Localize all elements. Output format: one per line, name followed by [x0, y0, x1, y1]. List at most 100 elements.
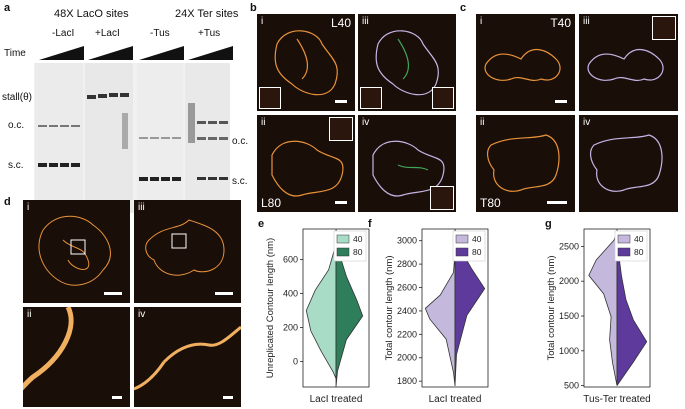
- legend-label-e: 40: [353, 234, 363, 244]
- y-tick-label-f: 1800: [397, 376, 417, 386]
- panel-e-label: e: [258, 218, 265, 230]
- inset-b-iii: [360, 87, 382, 109]
- plus-lacI-label: +LacI: [95, 28, 120, 39]
- y-tick-label-f: 3000: [397, 236, 417, 246]
- legend-label-e: 80: [353, 247, 363, 257]
- legend-label-g: 40: [634, 234, 644, 244]
- scale-bar: [112, 396, 122, 399]
- y-axis-label-g: Total contour length (nm): [546, 255, 557, 360]
- y-tick-label-g: 2500: [559, 241, 579, 251]
- panel-f-label: f: [368, 218, 372, 230]
- sub-label-b-iii: iii: [362, 16, 369, 27]
- inset-c-iii: [652, 16, 676, 40]
- panel-a-label: a: [4, 2, 11, 14]
- x-axis-label-f: LacI treated: [429, 394, 482, 405]
- scale-bar: [335, 100, 347, 103]
- legend-swatch-g: [617, 247, 631, 257]
- x-axis-label-e: LacI treated: [310, 394, 363, 405]
- y-tick-label-f: 2600: [397, 283, 417, 293]
- afm-b-iv: iv: [358, 115, 456, 212]
- scale-bar: [215, 292, 233, 295]
- time-wedges: [39, 46, 233, 60]
- sub-label-c-i: i: [480, 16, 483, 27]
- legend-label-g: 80: [634, 247, 644, 257]
- legend-swatch-e: [336, 234, 350, 244]
- scale-bar: [547, 201, 567, 204]
- x-axis-label-g: Tus-Ter treated: [583, 394, 650, 405]
- legend-label-f: 40: [472, 234, 482, 244]
- sub-label-c-iii: iii: [583, 16, 590, 27]
- sub-label-c-ii: ii: [480, 117, 485, 128]
- y-tick-label-f: 2800: [397, 259, 417, 269]
- afm-d-ii: ii: [23, 307, 130, 407]
- afm-d-iii: iii: [134, 200, 241, 303]
- legend-swatch-f: [455, 247, 469, 257]
- y-axis-label-e: Unreplicated Contour length (nm): [265, 238, 276, 378]
- ter-header: 24X Ter sites: [175, 8, 239, 20]
- y-tick-label-e: 200: [283, 323, 298, 333]
- violin-half-e-40: [305, 242, 337, 379]
- inset-b-iv: [430, 186, 454, 210]
- y-tick-label-e: 0: [293, 357, 298, 367]
- y-tick-label-g: 1500: [559, 311, 579, 321]
- afm-d-i: i: [23, 200, 130, 303]
- inset-b-iii-2: [432, 87, 454, 109]
- afm-c-iv: iv: [579, 115, 678, 212]
- sub-label-b-ii: ii: [261, 117, 266, 128]
- panel-g-label: g: [545, 218, 552, 230]
- sc-label: s.c.: [8, 160, 24, 171]
- sub-label-d-ii: ii: [27, 309, 32, 320]
- sub-label-b-iv: iv: [362, 117, 370, 128]
- panel-b-label: b: [250, 2, 257, 14]
- scale-bar: [104, 292, 122, 295]
- afm-b-iii: iii: [358, 14, 456, 111]
- y-tick-label-f: 2200: [397, 329, 417, 339]
- afm-d-iv: iv: [134, 307, 241, 407]
- sub-label-c-iv: iv: [583, 117, 591, 128]
- afm-c-iii: iii: [579, 14, 678, 111]
- panel-c-label: c: [460, 2, 467, 14]
- legend-swatch-f: [455, 234, 469, 244]
- legend-swatch-g: [617, 234, 631, 244]
- sub-label-d-iv: iv: [138, 309, 146, 320]
- tag-T80: T80: [480, 196, 501, 210]
- y-axis-label-f: Total contour length (nm): [384, 255, 395, 360]
- violin-charts: 0 200 400 600 Unreplicated Contour length (n…: [265, 228, 651, 405]
- oc-label-right: o.c.: [232, 136, 249, 147]
- legend-label-f: 80: [472, 247, 482, 257]
- time-label: Time: [4, 48, 26, 59]
- lacO-header: 48X LacO sites: [54, 8, 129, 20]
- y-tick-label-g: 2000: [559, 276, 579, 286]
- inset-b-ii: [329, 117, 353, 141]
- y-tick-label-e: 400: [283, 289, 298, 299]
- violin-half-g-40: [588, 232, 618, 386]
- afm-b-ii: ii L80: [257, 115, 355, 212]
- gel-image: [34, 63, 230, 213]
- oc-label: o.c.: [8, 120, 25, 131]
- panel-d-label: d: [4, 196, 11, 208]
- tag-L80: L80: [261, 196, 282, 210]
- scale-bar: [555, 100, 567, 103]
- violin-half-f-40: [424, 252, 456, 386]
- y-tick-label-f: 2000: [397, 353, 417, 363]
- afm-c-i: i T40: [476, 14, 575, 111]
- minus-tus-label: -Tus: [150, 28, 170, 39]
- sub-label-d-i: i: [27, 202, 30, 213]
- minus-lacI-label: -LacI: [52, 28, 75, 39]
- y-tick-label-g: 1000: [559, 346, 579, 356]
- tag-L40: L40: [330, 16, 351, 30]
- afm-c-ii: ii T80: [476, 115, 575, 212]
- legend-swatch-e: [336, 247, 350, 257]
- afm-b-i: i L40: [257, 14, 355, 111]
- stall-label: stall(θ): [2, 92, 33, 103]
- sub-label-b-i: i: [261, 16, 264, 27]
- inset-b-i: [259, 87, 281, 109]
- sc-label-right: s.c.: [232, 176, 248, 187]
- y-tick-label-g: 500: [564, 381, 579, 391]
- scale-bar: [335, 201, 347, 204]
- plus-tus-label: +Tus: [198, 28, 221, 39]
- y-tick-label-f: 2400: [397, 306, 417, 316]
- tag-T40: T40: [550, 16, 571, 30]
- y-tick-label-e: 600: [283, 255, 298, 265]
- scale-bar: [223, 396, 233, 399]
